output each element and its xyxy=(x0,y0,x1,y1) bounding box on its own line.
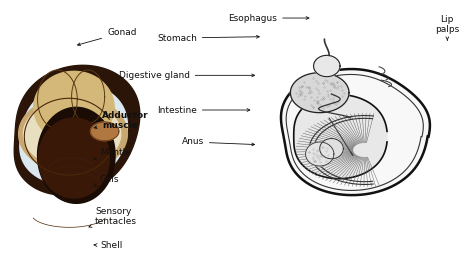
Text: Sensory
tentacles: Sensory tentacles xyxy=(89,207,137,227)
Text: Esophagus: Esophagus xyxy=(228,13,309,23)
Polygon shape xyxy=(281,69,430,195)
Polygon shape xyxy=(291,73,349,113)
Text: Digestive gland: Digestive gland xyxy=(119,71,255,80)
Polygon shape xyxy=(20,83,128,185)
Polygon shape xyxy=(306,142,334,166)
Polygon shape xyxy=(294,95,387,179)
Polygon shape xyxy=(23,100,121,168)
Text: Anus: Anus xyxy=(182,137,255,147)
Text: Stomach: Stomach xyxy=(157,34,259,43)
Text: Mantle: Mantle xyxy=(94,148,131,160)
Text: Adductor
muscle: Adductor muscle xyxy=(94,111,149,130)
Text: Intestine: Intestine xyxy=(157,106,250,114)
Polygon shape xyxy=(91,122,119,141)
Polygon shape xyxy=(38,118,109,198)
Polygon shape xyxy=(319,139,343,159)
Text: Gonad: Gonad xyxy=(78,28,137,46)
Polygon shape xyxy=(18,96,128,172)
Text: Lip
palps: Lip palps xyxy=(435,15,459,40)
Text: Gills: Gills xyxy=(94,175,119,186)
Polygon shape xyxy=(14,65,140,195)
Text: Shell: Shell xyxy=(94,241,122,251)
Polygon shape xyxy=(34,71,114,143)
Polygon shape xyxy=(314,55,340,77)
Polygon shape xyxy=(37,107,115,203)
